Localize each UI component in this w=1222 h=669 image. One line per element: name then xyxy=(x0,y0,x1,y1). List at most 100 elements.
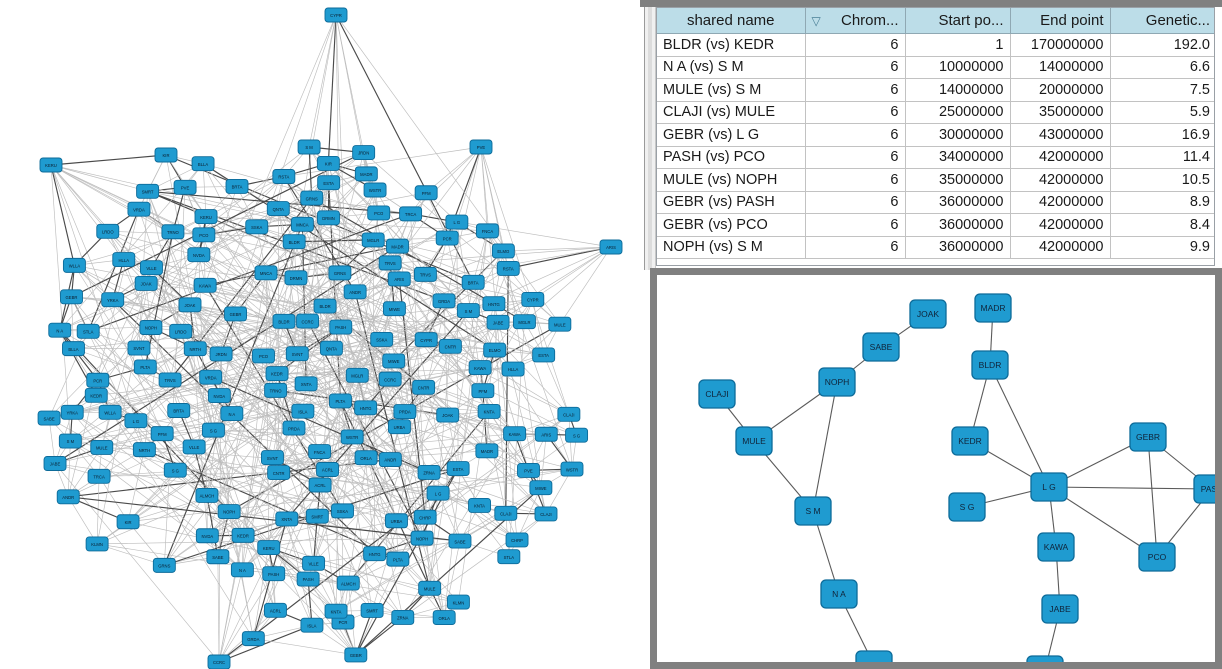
network-node[interactable]: SABE xyxy=(206,549,230,565)
network-node[interactable]: MNCA xyxy=(254,265,278,281)
network-node-shape[interactable] xyxy=(96,223,120,239)
network-node-shape[interactable] xyxy=(354,450,378,466)
table-row[interactable]: N A (vs) S M 6 10000000 14000000 6.6 xyxy=(657,56,1214,79)
network-node[interactable]: WLLA xyxy=(62,257,86,273)
network-node[interactable]: ARIS xyxy=(387,271,411,287)
network-node[interactable]: KEDR xyxy=(951,426,989,456)
table-row[interactable]: CLAJI (vs) MULE 6 25000000 35000000 5.9 xyxy=(657,101,1214,124)
network-node-shape[interactable] xyxy=(152,557,176,573)
network-node[interactable]: MIWE xyxy=(382,301,406,317)
network-node-shape[interactable] xyxy=(85,536,109,552)
table-row[interactable]: GEBR (vs) L G 6 30000000 43000000 16.9 xyxy=(657,123,1214,147)
network-node[interactable]: MULE xyxy=(418,580,442,596)
network-node[interactable]: ALMCH xyxy=(1026,655,1064,662)
network-node-shape[interactable] xyxy=(265,366,289,381)
network-node-shape[interactable] xyxy=(461,274,485,290)
network-node[interactable]: PRDA xyxy=(393,404,417,419)
network-node-shape[interactable] xyxy=(414,185,438,201)
network-node[interactable]: BRTA xyxy=(167,403,191,418)
network-node-shape[interactable] xyxy=(133,359,157,375)
network-node-shape[interactable] xyxy=(494,505,518,521)
network-node[interactable]: VLLE xyxy=(182,439,206,455)
network-node[interactable]: ACRL xyxy=(316,462,339,477)
network-node-shape[interactable] xyxy=(252,348,275,364)
network-node-shape[interactable] xyxy=(1037,532,1075,562)
network-node-shape[interactable] xyxy=(134,276,158,291)
network-node[interactable]: PCO xyxy=(252,348,275,364)
network-node-shape[interactable] xyxy=(62,341,85,357)
network-node[interactable]: ISLA xyxy=(300,617,324,633)
network-node-shape[interactable] xyxy=(132,442,156,458)
network-node[interactable]: DRMN xyxy=(317,210,340,226)
network-node-shape[interactable] xyxy=(193,277,217,293)
network-node-shape[interactable] xyxy=(475,223,499,239)
network-node[interactable]: JOAK xyxy=(178,297,202,313)
network-node[interactable]: HLLA xyxy=(112,252,136,268)
network-node-shape[interactable] xyxy=(58,433,82,449)
network-node[interactable]: GRDA xyxy=(241,631,265,647)
network-node-shape[interactable] xyxy=(393,404,417,419)
network-node[interactable]: HNTG xyxy=(363,546,387,562)
network-node[interactable]: SVNT xyxy=(127,340,151,356)
network-node[interactable]: DRMN xyxy=(284,270,308,286)
network-node[interactable]: HNTG xyxy=(354,400,378,416)
network-node-shape[interactable] xyxy=(974,293,1012,323)
network-node[interactable]: XNTA xyxy=(294,376,318,392)
network-node-shape[interactable] xyxy=(48,322,72,338)
network-node-shape[interactable] xyxy=(43,456,67,471)
network-node[interactable]: TRNO xyxy=(161,224,185,240)
network-node[interactable]: CYPR xyxy=(521,292,545,307)
network-node-shape[interactable] xyxy=(534,506,558,522)
network-node-shape[interactable] xyxy=(284,270,308,286)
network-node[interactable]: RSTA xyxy=(272,169,296,184)
network-node[interactable]: S G xyxy=(163,462,187,478)
network-node-shape[interactable] xyxy=(158,372,182,388)
network-node[interactable]: LRDO xyxy=(96,223,120,239)
network-node-shape[interactable] xyxy=(173,179,197,195)
network-node-shape[interactable] xyxy=(387,271,411,287)
network-node[interactable]: PLTA xyxy=(328,393,352,409)
network-node-shape[interactable] xyxy=(1030,472,1068,502)
network-node[interactable]: BLDR xyxy=(313,298,337,314)
network-node[interactable]: FNCA xyxy=(308,444,332,460)
column-header-genetic[interactable]: Genetic... xyxy=(1110,8,1214,34)
network-node[interactable]: ALMCH xyxy=(336,575,360,591)
network-node[interactable]: MULE xyxy=(735,426,773,456)
column-header-end-point[interactable]: End point xyxy=(1010,8,1111,34)
network-node[interactable]: PASH xyxy=(329,319,353,335)
network-node-shape[interactable] xyxy=(297,139,321,155)
network-node[interactable]: PCO xyxy=(367,205,391,221)
network-node-shape[interactable] xyxy=(446,594,470,610)
network-node[interactable]: SSKA xyxy=(331,503,354,519)
network-node-shape[interactable] xyxy=(305,508,329,524)
network-node-shape[interactable] xyxy=(285,346,309,362)
network-node[interactable]: MULE xyxy=(548,316,572,332)
network-node-shape[interactable] xyxy=(291,403,315,419)
network-node-shape[interactable] xyxy=(413,509,437,525)
network-node-shape[interactable] xyxy=(60,289,83,305)
network-node[interactable]: WLLA xyxy=(98,404,122,420)
network-node[interactable]: ESTA xyxy=(317,175,341,191)
network-node-shape[interactable] xyxy=(275,511,299,527)
network-node[interactable]: VLLE xyxy=(302,555,326,571)
network-node[interactable]: SABE xyxy=(448,533,472,549)
network-node[interactable]: N A xyxy=(230,562,254,578)
network-node[interactable]: SMRT xyxy=(136,183,160,199)
network-node[interactable]: WSTR xyxy=(560,461,584,477)
network-node-shape[interactable] xyxy=(207,654,231,669)
network-node[interactable]: KAWA xyxy=(468,360,492,376)
network-node[interactable]: GRDA xyxy=(432,293,456,309)
network-node[interactable]: GEBR xyxy=(224,306,247,322)
network-node[interactable]: CCRC xyxy=(207,654,231,669)
network-node[interactable]: L G xyxy=(426,485,450,501)
network-node[interactable]: KAWA xyxy=(1037,532,1075,562)
network-node[interactable]: MGLR xyxy=(361,232,385,248)
network-node[interactable]: BLLA xyxy=(62,341,85,357)
network-node[interactable]: SVNT xyxy=(285,346,309,362)
network-node[interactable]: BLDR xyxy=(971,350,1009,380)
network-node-shape[interactable] xyxy=(548,316,572,332)
network-node-shape[interactable] xyxy=(344,647,368,663)
network-node-shape[interactable] xyxy=(360,602,384,618)
network-node[interactable]: MIWE xyxy=(382,353,406,369)
network-node[interactable]: ORLA xyxy=(432,610,456,626)
